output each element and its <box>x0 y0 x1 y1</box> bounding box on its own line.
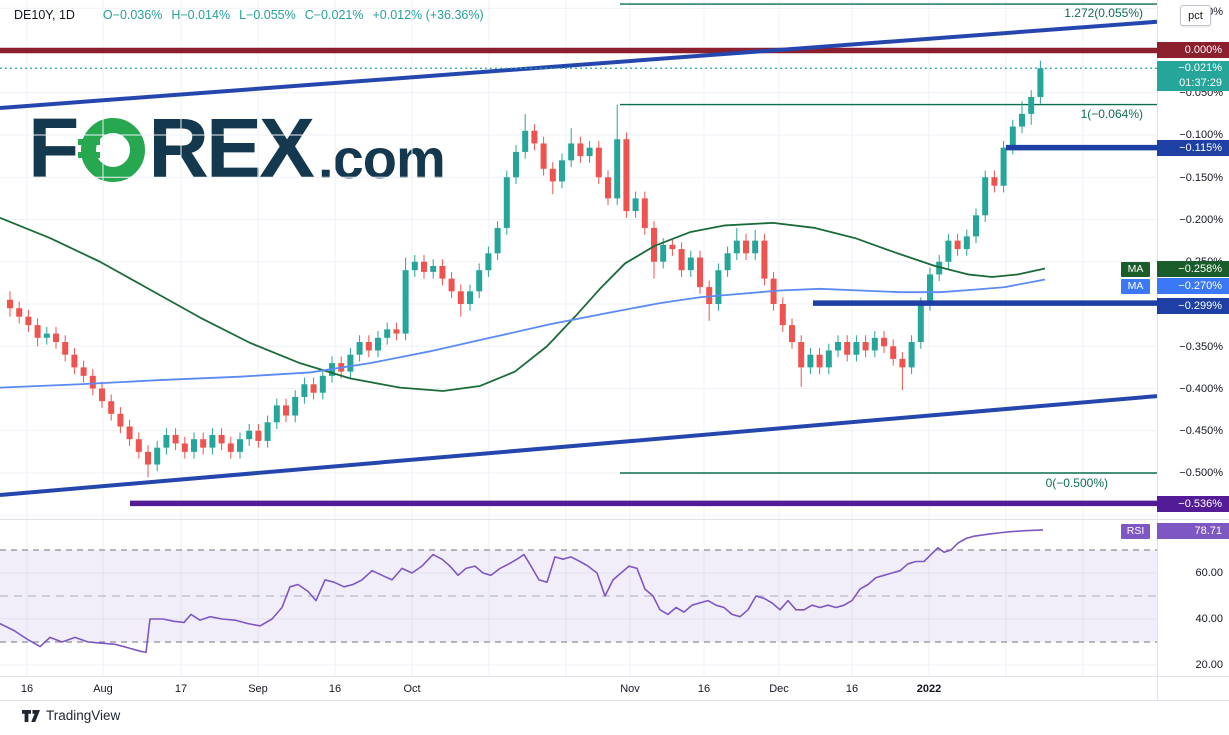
fib-level-label: 0(−0.500%) <box>1045 476 1108 490</box>
legend: DE10Y, 1D O−0.036% H−0.014% L−0.055% C−0… <box>14 8 493 22</box>
price-tick-label: −0.100% <box>1179 129 1223 141</box>
time-axis-label: Aug <box>93 683 113 695</box>
price-axis[interactable] <box>1157 0 1229 700</box>
ma-badge: MA <box>1121 278 1150 294</box>
price-tick-label: −0.400% <box>1179 383 1223 395</box>
price-axis-label: −0.021% 01:37:29 <box>1157 61 1229 91</box>
time-axis-label: Nov <box>620 683 640 695</box>
time-axis-label: 16 <box>845 683 859 695</box>
pane-separator[interactable] <box>0 519 1229 520</box>
tradingview-glyph-icon <box>22 709 40 722</box>
time-axis-label: Dec <box>769 683 789 695</box>
price-pane[interactable] <box>0 0 1157 519</box>
time-axis-label: 16 <box>20 683 34 695</box>
percent-scale-button[interactable]: pct <box>1180 5 1211 26</box>
legend-high-value: H−0.014% <box>171 8 231 22</box>
rsi-tick-label: 20.00 <box>1195 659 1223 671</box>
time-axis-border <box>0 676 1229 677</box>
legend-open-value: O−0.036% <box>102 8 163 22</box>
legend-close-value: C−0.021% <box>304 8 364 22</box>
price-axis-label: −0.536% <box>1157 496 1229 512</box>
fib-level-label: 1(−0.064%) <box>1080 107 1143 121</box>
price-tick-label: −0.350% <box>1179 341 1223 353</box>
legend-change-value: +0.012% (+36.36%) <box>372 8 484 22</box>
chart-canvas[interactable] <box>0 0 1157 700</box>
watermark-letters-rex: REX <box>148 101 315 195</box>
symbol-title[interactable]: DE10Y, 1D <box>14 8 75 22</box>
price-axis-label: −0.299% <box>1157 298 1229 314</box>
fib-level-label: 1.272(0.055%) <box>1064 6 1143 20</box>
price-axis-label: 78.71 <box>1157 523 1229 539</box>
rsi-pane[interactable] <box>0 520 1157 676</box>
time-axis-label: 2022 <box>916 683 942 695</box>
price-axis-label: −0.115% <box>1157 140 1229 156</box>
legend-low-value: L−0.055% <box>239 8 296 22</box>
price-tick-label: −0.450% <box>1179 425 1223 437</box>
price-tick-label: −0.150% <box>1179 172 1223 184</box>
rsi-tick-label: 40.00 <box>1195 613 1223 625</box>
footer-border <box>0 700 1229 701</box>
time-axis-label: 16 <box>697 683 711 695</box>
time-axis-label: 16 <box>328 683 342 695</box>
price-axis-label: −0.270% <box>1157 278 1229 294</box>
time-axis-label: Oct <box>403 683 421 695</box>
rsi-badge: RSI <box>1121 523 1150 539</box>
forex-watermark: F REX .com <box>28 101 446 195</box>
tradingview-logo[interactable]: TradingView <box>22 708 120 723</box>
rsi-tick-label: 60.00 <box>1195 567 1223 579</box>
time-axis-label: Sep <box>248 683 268 695</box>
time-axis-label: 17 <box>174 683 188 695</box>
ma-badge: MA <box>1121 261 1150 277</box>
watermark-letter-f: F <box>28 101 79 195</box>
price-axis-label: 0.000% <box>1157 42 1229 58</box>
price-tick-label: −0.200% <box>1179 214 1223 226</box>
price-axis-label: −0.258% <box>1157 261 1229 277</box>
price-tick-label: −0.500% <box>1179 467 1223 479</box>
tradingview-text: TradingView <box>46 708 121 723</box>
